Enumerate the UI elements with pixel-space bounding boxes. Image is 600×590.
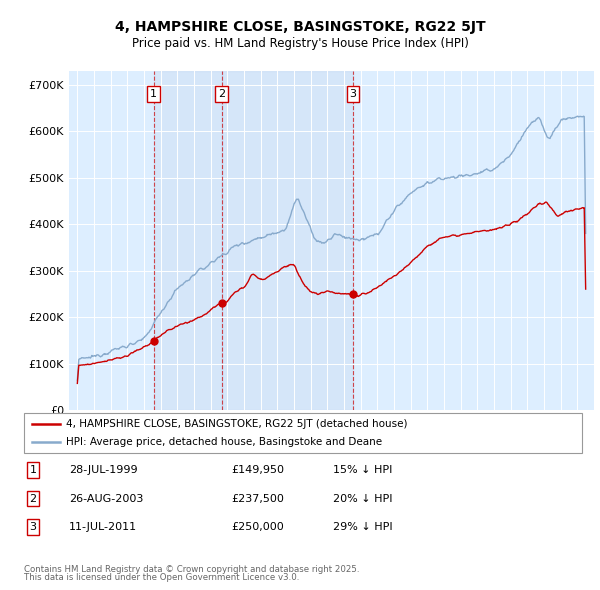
Text: 29% ↓ HPI: 29% ↓ HPI (333, 522, 392, 532)
Text: 11-JUL-2011: 11-JUL-2011 (69, 522, 137, 532)
Text: Price paid vs. HM Land Registry's House Price Index (HPI): Price paid vs. HM Land Registry's House … (131, 37, 469, 50)
Text: 15% ↓ HPI: 15% ↓ HPI (333, 466, 392, 475)
Text: This data is licensed under the Open Government Licence v3.0.: This data is licensed under the Open Gov… (24, 572, 299, 582)
Text: 3: 3 (349, 89, 356, 99)
Text: 1: 1 (29, 466, 37, 475)
Text: 3: 3 (29, 522, 37, 532)
Text: £149,950: £149,950 (231, 466, 284, 475)
Text: Contains HM Land Registry data © Crown copyright and database right 2025.: Contains HM Land Registry data © Crown c… (24, 565, 359, 574)
Text: 2: 2 (218, 89, 225, 99)
Text: HPI: Average price, detached house, Basingstoke and Deane: HPI: Average price, detached house, Basi… (66, 437, 382, 447)
Bar (221, 71, 353, 410)
Text: 26-AUG-2003: 26-AUG-2003 (69, 494, 143, 503)
Text: £237,500: £237,500 (231, 494, 284, 503)
FancyBboxPatch shape (24, 413, 582, 453)
Text: 4, HAMPSHIRE CLOSE, BASINGSTOKE, RG22 5JT (detached house): 4, HAMPSHIRE CLOSE, BASINGSTOKE, RG22 5J… (66, 419, 407, 429)
Text: 2: 2 (29, 494, 37, 503)
Text: 20% ↓ HPI: 20% ↓ HPI (333, 494, 392, 503)
Text: 28-JUL-1999: 28-JUL-1999 (69, 466, 137, 475)
Text: 4, HAMPSHIRE CLOSE, BASINGSTOKE, RG22 5JT: 4, HAMPSHIRE CLOSE, BASINGSTOKE, RG22 5J… (115, 19, 485, 34)
Text: 1: 1 (150, 89, 157, 99)
Text: £250,000: £250,000 (231, 522, 284, 532)
Bar (154, 71, 221, 410)
